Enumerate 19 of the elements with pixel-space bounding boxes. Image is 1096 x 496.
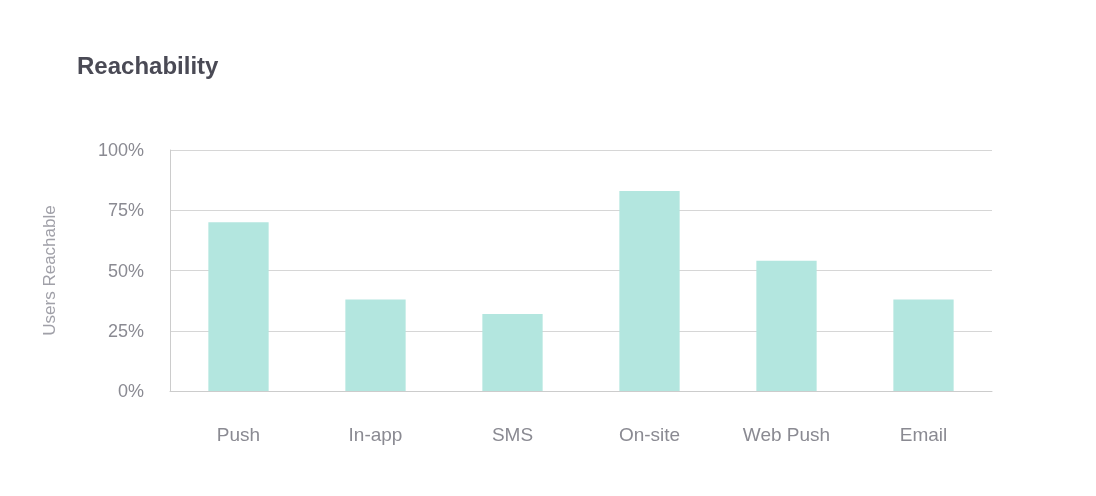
x-tick-label: In-app	[348, 424, 403, 445]
x-tick-label: Push	[216, 424, 261, 445]
y-tick-label: 75%	[107, 200, 144, 221]
bar	[893, 299, 954, 391]
x-tick-label: SMS	[491, 424, 534, 445]
y-tick-label: 50%	[107, 260, 144, 281]
y-tick-label: 25%	[107, 320, 144, 341]
bar	[208, 222, 269, 391]
x-tick-label: On-site	[618, 424, 681, 445]
y-tick-label: 100%	[97, 140, 144, 160]
y-axis-title: Users Reachable	[40, 205, 59, 336]
bar	[756, 260, 817, 391]
x-tick-label: Web Push	[742, 424, 831, 445]
bar	[619, 190, 680, 391]
x-tick-label: Email	[899, 424, 948, 445]
bar	[482, 313, 543, 391]
bar	[345, 299, 406, 391]
y-tick-label: 0%	[117, 381, 144, 401]
chart-title: Reachability	[77, 51, 220, 79]
